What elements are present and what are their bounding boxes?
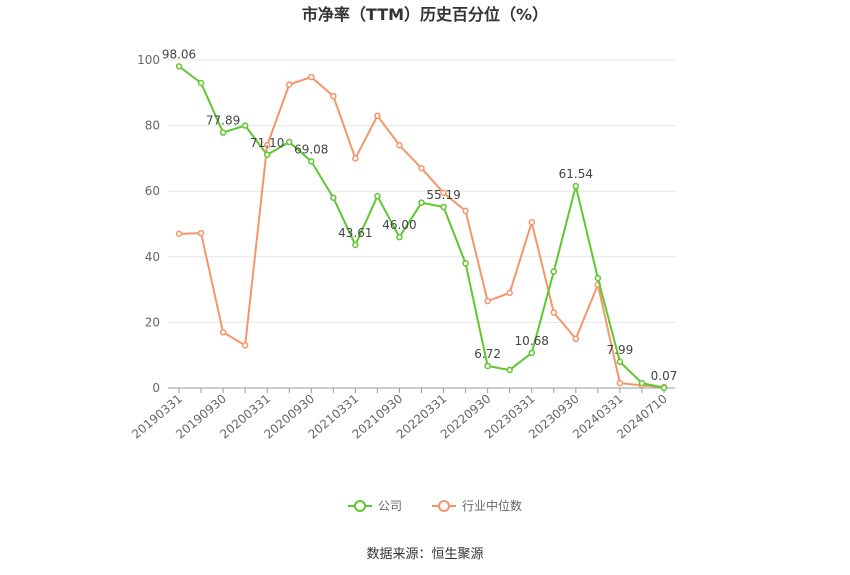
point (175, 63, 183, 70)
point (263, 151, 271, 159)
point (550, 268, 558, 275)
point (241, 342, 249, 349)
point (352, 155, 359, 162)
y-tick-label: 80 (145, 119, 160, 133)
point (440, 189, 447, 197)
point (263, 142, 271, 149)
point (484, 362, 491, 370)
data-label: 46.00 (382, 218, 416, 232)
data-label: 71.10 (250, 136, 284, 150)
point (594, 274, 602, 282)
point (330, 92, 337, 100)
point (506, 366, 513, 374)
point (462, 260, 469, 267)
point (462, 207, 469, 215)
data-label: 98.06 (162, 47, 196, 61)
point (396, 233, 403, 241)
point (396, 142, 403, 149)
point (484, 297, 491, 305)
point (418, 164, 425, 172)
y-tick-label: 60 (145, 184, 160, 198)
data-label: 43.61 (338, 226, 372, 240)
y-tick-label: 0 (152, 381, 160, 395)
y-tick-label: 20 (145, 315, 160, 329)
point (528, 349, 535, 357)
legend-label: 公司 (378, 499, 402, 513)
point (197, 229, 205, 237)
point (308, 73, 315, 81)
point (616, 358, 624, 366)
data-label: 7.99 (607, 343, 634, 357)
series-line (178, 75, 665, 389)
series-line (178, 65, 665, 389)
point (660, 384, 668, 392)
point (572, 182, 580, 190)
point (550, 309, 558, 316)
point (352, 241, 359, 249)
y-tick-label: 100 (137, 53, 160, 67)
chart-title: 市净率（TTM）历史百分位（%） (302, 5, 548, 24)
point (219, 328, 227, 336)
data-label: 61.54 (559, 167, 593, 181)
point (374, 112, 381, 120)
point (308, 158, 315, 165)
point (638, 379, 646, 387)
data-label: 55.19 (426, 188, 460, 202)
point (197, 79, 205, 87)
legend-label: 行业中位数 (462, 498, 522, 513)
point (219, 129, 227, 136)
point (418, 199, 425, 206)
legend-marker (438, 500, 450, 512)
data-label: 77.89 (206, 114, 240, 128)
point (241, 122, 249, 129)
point (374, 192, 381, 200)
point (285, 81, 293, 88)
point (175, 230, 183, 238)
point (506, 289, 513, 297)
legend-marker (354, 500, 366, 512)
data-label: 0.07 (651, 369, 678, 383)
point (616, 379, 624, 387)
point (528, 219, 535, 226)
data-label: 69.08 (294, 142, 328, 156)
y-tick-label: 40 (145, 250, 160, 264)
point (330, 194, 337, 202)
point (285, 138, 293, 146)
data-label: 6.72 (474, 347, 501, 361)
data-label: 10.68 (515, 334, 549, 348)
point (440, 203, 447, 211)
source: 数据来源：恒生聚源 (366, 547, 483, 562)
point (572, 335, 580, 343)
